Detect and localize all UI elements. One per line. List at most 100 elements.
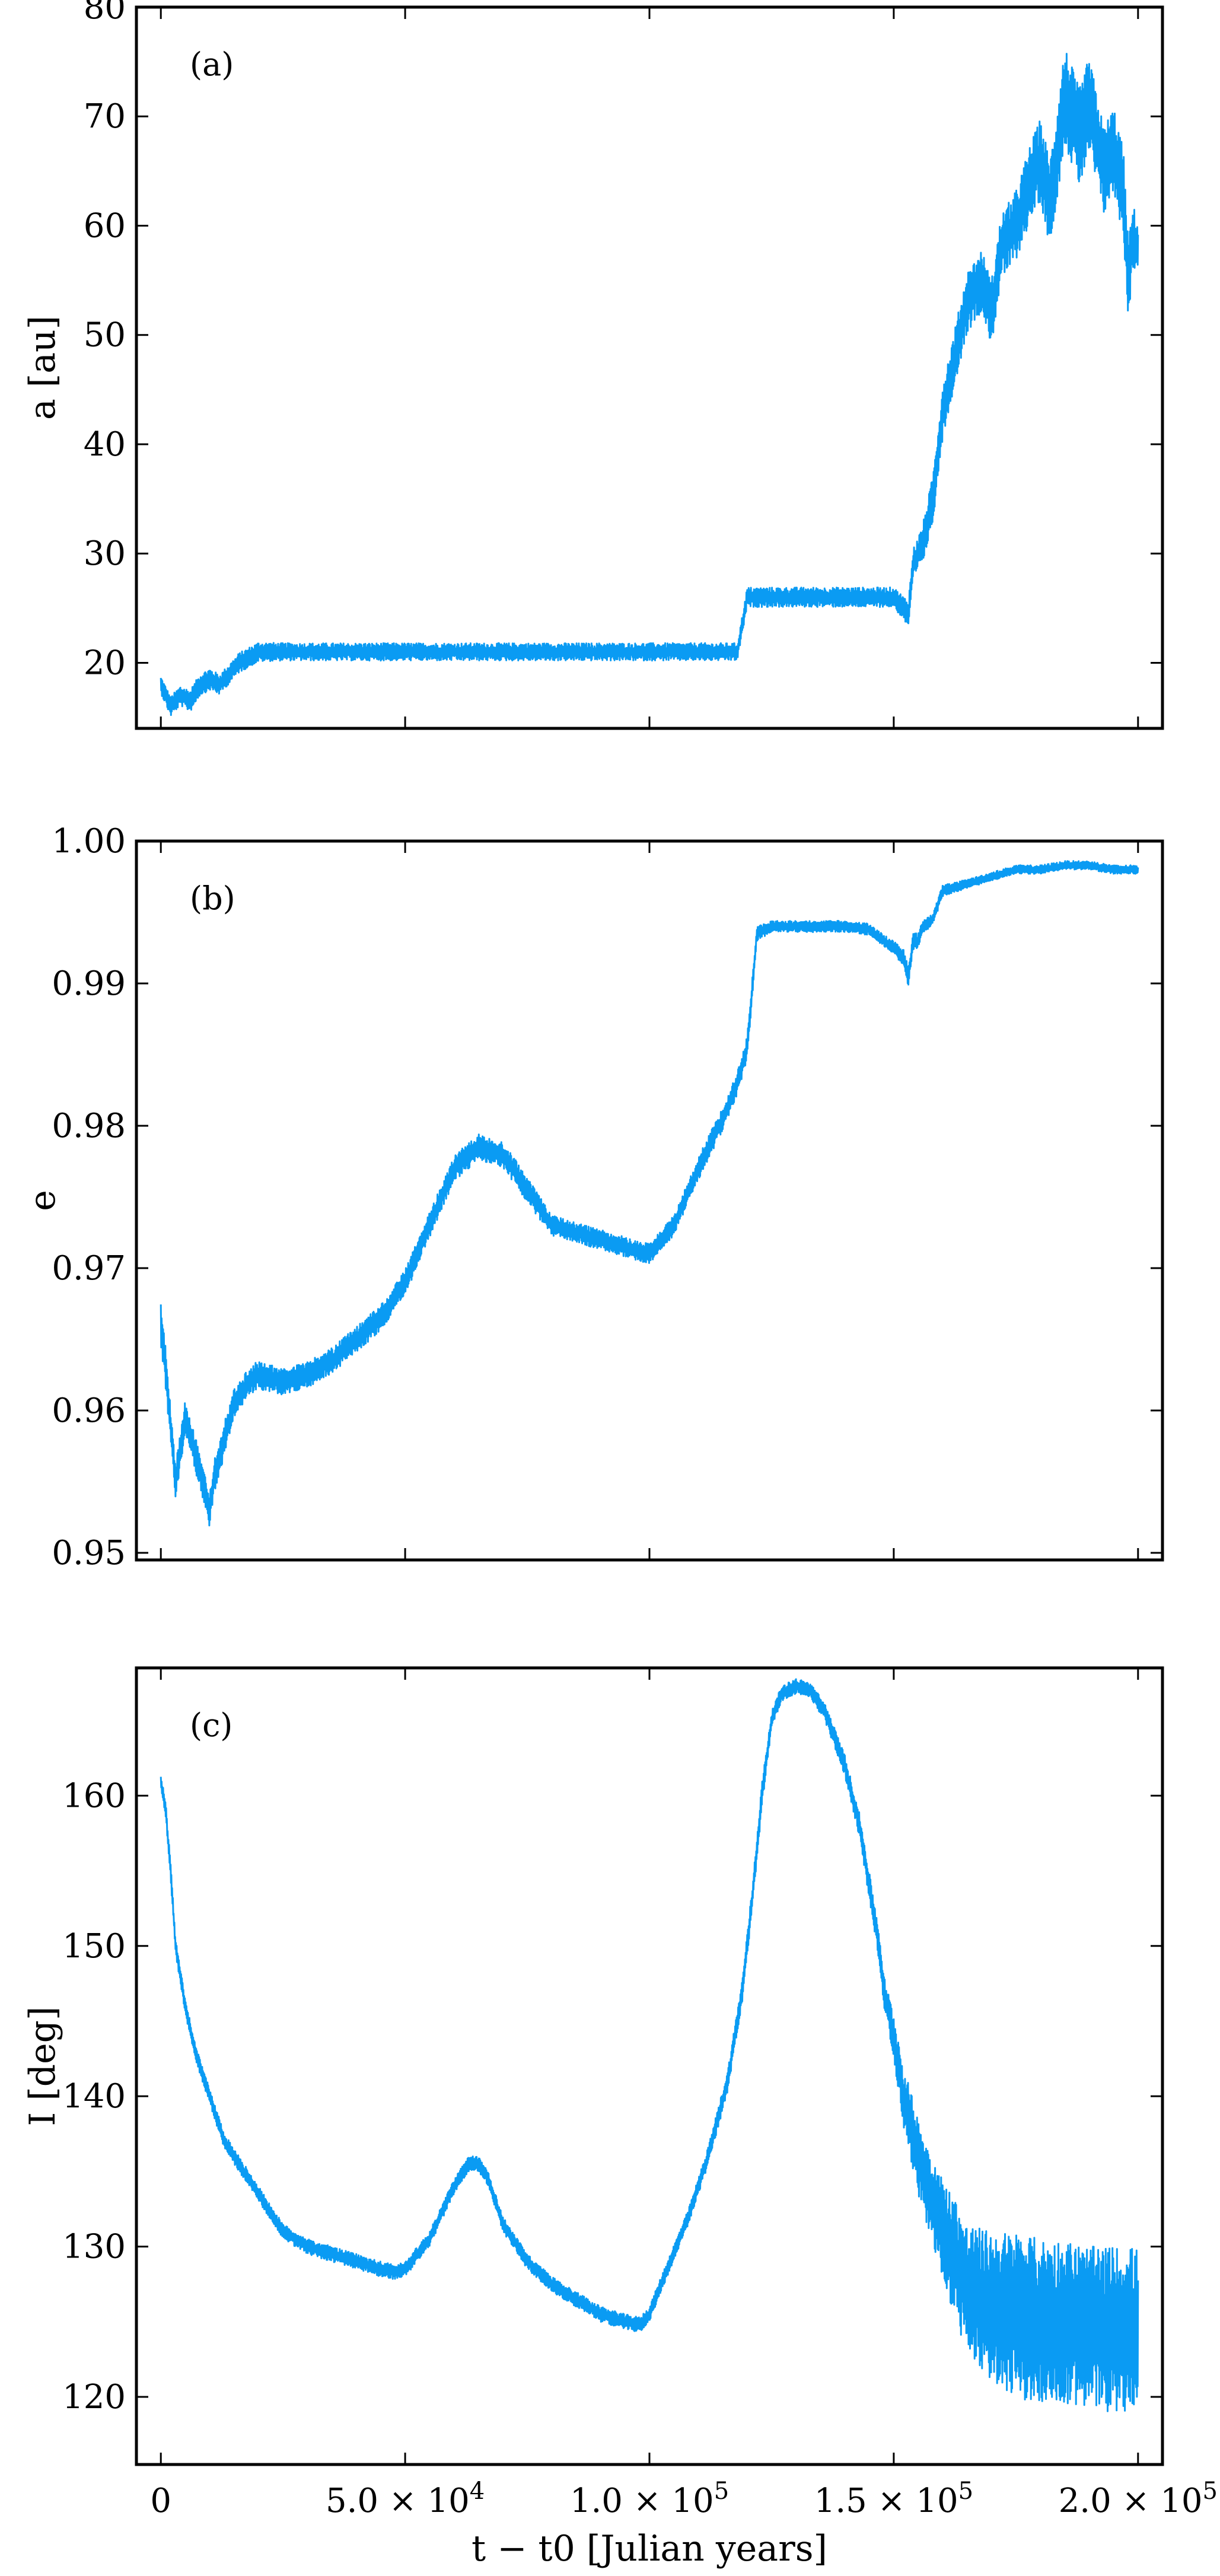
data-point	[1039, 868, 1041, 871]
data-point	[203, 2080, 206, 2083]
data-point	[1039, 2320, 1041, 2323]
data-point	[687, 2215, 690, 2218]
data-point	[922, 542, 924, 544]
data-point	[1132, 235, 1135, 238]
data-point	[194, 2050, 196, 2052]
data-point	[477, 1146, 480, 1148]
data-point	[477, 2163, 480, 2165]
y-axis-label: a [au]	[22, 316, 63, 420]
y-tick-label: 60	[84, 206, 126, 245]
data-point	[917, 2155, 919, 2158]
data-point	[214, 2110, 216, 2113]
data-point	[174, 1945, 177, 1947]
data-point	[697, 651, 699, 653]
data-point	[179, 695, 181, 697]
data-point	[932, 498, 934, 500]
data-point	[770, 1720, 773, 1722]
data-point	[228, 673, 231, 675]
data-point	[1088, 104, 1090, 107]
data-point	[990, 2306, 993, 2308]
y-tick-label: 140	[62, 2077, 126, 2116]
data-point	[770, 925, 773, 928]
y-tick-label: 0.99	[52, 964, 126, 1003]
data-point	[824, 1712, 827, 1714]
data-point	[1127, 279, 1129, 282]
data-point	[917, 940, 919, 942]
data-point	[160, 1779, 162, 1782]
data-point	[306, 1374, 308, 1376]
data-point	[209, 1509, 211, 1511]
data-point	[951, 367, 954, 369]
data-point	[355, 1338, 358, 1340]
data-point	[199, 683, 201, 686]
data-point	[184, 1416, 186, 1419]
data-point	[331, 2253, 333, 2255]
data-point	[941, 410, 944, 413]
data-point	[428, 1224, 431, 1227]
data-point	[736, 651, 738, 653]
data-point	[844, 1765, 846, 1767]
data-point	[194, 1452, 196, 1454]
data-point	[727, 2080, 729, 2083]
data-point	[1103, 170, 1105, 172]
x-tick-label: 5.0 × 104	[326, 2478, 485, 2520]
data-point	[707, 2155, 709, 2158]
data-point	[883, 1990, 885, 1992]
x-tick-label: 1.5 × 105	[814, 2478, 973, 2520]
data-point	[453, 2185, 455, 2187]
data-point	[1113, 2328, 1115, 2330]
data-point	[253, 2185, 255, 2187]
data-point	[663, 2275, 665, 2278]
data-point	[160, 1324, 162, 1326]
data-point	[233, 2155, 235, 2158]
data-point	[355, 2260, 358, 2263]
data-point	[932, 918, 934, 921]
data-point	[238, 662, 240, 664]
series-line	[160, 53, 1139, 717]
data-point	[174, 1480, 177, 1483]
data-point	[1015, 2313, 1017, 2316]
data-point	[1039, 159, 1041, 161]
data-point	[248, 656, 250, 658]
data-point	[218, 683, 221, 686]
data-point	[966, 301, 969, 304]
data-point	[648, 2313, 651, 2316]
data-point	[331, 1359, 333, 1362]
data-point	[746, 596, 748, 598]
data-point	[1137, 2328, 1139, 2330]
data-point	[282, 2230, 284, 2233]
x-axis-label: t − t0 [Julian years]	[472, 2528, 827, 2569]
data-point	[282, 1381, 284, 1383]
data-point	[526, 2260, 528, 2263]
y-tick-label: 20	[84, 644, 126, 682]
data-point	[941, 890, 944, 892]
data-point	[868, 928, 871, 931]
data-point	[1015, 225, 1017, 227]
y-tick-label: 0.97	[52, 1249, 126, 1288]
data-point	[624, 1246, 626, 1248]
panel-tag: (c)	[190, 1706, 232, 1744]
data-point	[467, 2163, 470, 2165]
data-point	[932, 2201, 934, 2203]
x-tick-label: 2.0 × 105	[1059, 2478, 1218, 2520]
data-point	[600, 2313, 602, 2316]
data-point	[257, 651, 260, 653]
plot-frame	[135, 839, 1164, 1562]
data-point	[1030, 181, 1032, 183]
data-point	[980, 279, 983, 282]
data-point	[1063, 2320, 1066, 2323]
y-tick-label: 80	[84, 0, 126, 27]
series-line	[160, 1678, 1139, 2412]
y-tick-label: 0.95	[52, 1534, 126, 1572]
data-point	[648, 1253, 651, 1255]
data-point	[164, 1367, 167, 1369]
data-point	[1088, 2328, 1090, 2330]
y-axis-label: I [deg]	[22, 2007, 63, 2126]
data-point	[819, 925, 821, 928]
plot-frame	[135, 5, 1164, 730]
data-point	[1088, 864, 1090, 867]
data-point	[550, 1224, 553, 1227]
data-point	[428, 2238, 431, 2240]
data-point	[844, 596, 846, 598]
data-point	[780, 1692, 782, 1695]
